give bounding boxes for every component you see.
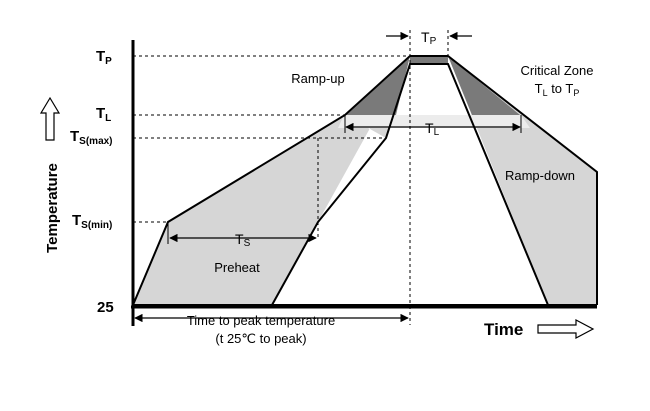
preheat-label: Preheat — [214, 260, 260, 275]
ramp-down-label: Ramp-down — [505, 168, 575, 183]
tick-tsmin: TS(min) — [72, 212, 112, 231]
tick-tl: TL — [96, 105, 111, 124]
peak-band — [410, 56, 597, 305]
y-axis-title: Temperature — [44, 163, 61, 253]
reference-lines — [133, 30, 449, 325]
tick-tsmax: TS(max) — [70, 128, 113, 147]
tl-duration-label: TL — [425, 120, 440, 138]
tick-tp: TP — [96, 48, 112, 67]
tp-duration-label: TP — [421, 29, 437, 47]
critical-zone-range: TL to TP — [535, 81, 580, 98]
time-to-peak-sub: (t 25℃ to peak) — [215, 331, 306, 346]
ts-duration-label: TS — [235, 231, 251, 249]
x-axis-title: Time — [484, 320, 523, 339]
critical-zone-label: Critical Zone — [521, 63, 594, 78]
time-right-arrow-icon — [537, 319, 595, 339]
time-to-peak-label: Time to peak temperature — [187, 313, 335, 328]
temperature-up-arrow-icon — [39, 96, 61, 141]
tick-25: 25 — [97, 299, 114, 316]
ramp-up-label: Ramp-up — [291, 71, 344, 86]
peak-plateau — [410, 56, 448, 64]
